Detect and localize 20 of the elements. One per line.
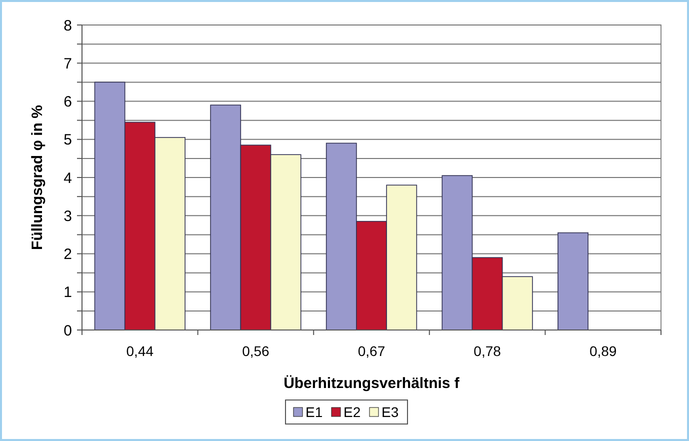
y-axis-title: Füllungsgrad φ in % <box>29 105 46 250</box>
y-tick-label: 5 <box>64 132 72 149</box>
x-tick-label: 0,89 <box>589 343 617 359</box>
y-tick-label: 8 <box>64 17 72 34</box>
y-tick-label: 7 <box>64 55 72 72</box>
legend-label: E3 <box>382 404 399 420</box>
x-tick-label: 0,56 <box>242 343 270 359</box>
bar <box>558 232 588 330</box>
x-axis-title: Überhitzungsverhältnis f <box>284 375 460 392</box>
y-tick-label: 1 <box>64 284 72 302</box>
y-tick-label: 4 <box>64 170 72 187</box>
y-tick-label: 0 <box>64 322 72 340</box>
legend-label: E2 <box>344 404 361 420</box>
x-tick-label: 0,67 <box>358 343 386 359</box>
y-tick-label: 3 <box>64 208 72 225</box>
x-tick-label: 0,44 <box>126 343 154 359</box>
y-tick-label: 2 <box>64 246 72 263</box>
x-tick-label: 0,78 <box>474 343 502 359</box>
y-tick-label: 6 <box>64 94 72 110</box>
legend-label: E1 <box>306 404 323 420</box>
